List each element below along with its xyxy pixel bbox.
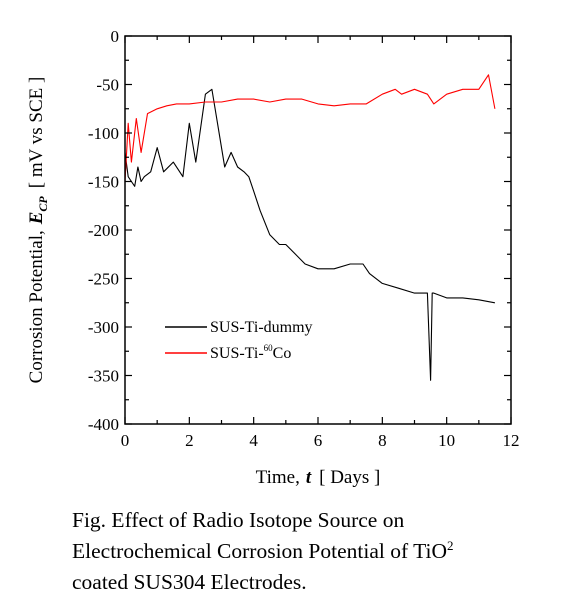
x-tick-label-4: 8 xyxy=(378,431,387,450)
y-tick-label-7: -350 xyxy=(88,367,119,386)
y-tick-label-4: -200 xyxy=(88,221,119,240)
x-tick-label-2: 4 xyxy=(249,431,258,450)
y-axis-title-unit: [ mV vs SCE ] xyxy=(26,77,47,189)
series-line-0 xyxy=(124,88,496,381)
y-axis-title-symbol: E xyxy=(26,212,47,226)
y-tick-label-2: -100 xyxy=(88,124,119,143)
legend-label-co60-prefix: SUS-Ti- xyxy=(210,345,264,362)
y-tick-label-1: -50 xyxy=(96,76,119,95)
x-tick-label-1: 2 xyxy=(185,431,194,450)
y-tick-label-6: -300 xyxy=(88,318,119,337)
x-axis-title-symbol: t xyxy=(306,467,312,488)
caption-line-3: coated SUS304 Electrodes. xyxy=(72,570,307,594)
y-axis-title-main: Corrosion Potential, xyxy=(26,230,47,383)
legend-label-dummy: SUS-Ti-dummy xyxy=(210,319,313,336)
x-axis-title-unit: [ Days ] xyxy=(319,467,380,488)
y-tick-label-0: 0 xyxy=(111,27,120,46)
y-tick-label-8: -400 xyxy=(88,415,119,434)
y-tick-label-3: -150 xyxy=(88,173,119,192)
caption-line-1: Fig. Effect of Radio Isotope Source on xyxy=(72,508,405,532)
x-axis-title: Time, t [ Days ] xyxy=(256,467,381,488)
figure-caption: Fig. Effect of Radio Isotope Source on E… xyxy=(72,505,552,598)
x-tick-label-6: 12 xyxy=(503,431,520,450)
plot-frame xyxy=(124,35,512,425)
series-line-1 xyxy=(124,74,496,182)
tick-layer: 0 2 4 6 8 10 12 0 -50 -100 -150 -200 -250 -300 -350 -40… xyxy=(88,27,520,450)
y-axis-title-subscript: CP xyxy=(36,196,50,212)
y-axis-title: Corrosion Potential, ECP [ mV vs SCE ] xyxy=(26,77,50,384)
caption-line-2-text: Electrochemical Corrosion Potential of T… xyxy=(72,539,448,563)
caption-line-2: Electrochemical Corrosion Potential of T… xyxy=(72,536,552,567)
x-axis-title-main: Time, xyxy=(256,467,300,488)
legend-label-co60-suffix: Co xyxy=(273,345,292,362)
y-tick-label-5: -250 xyxy=(88,270,119,289)
legend-label-co60-sup: 60 xyxy=(264,343,274,353)
x-tick-label-0: 0 xyxy=(121,431,130,450)
x-tick-label-3: 6 xyxy=(314,431,323,450)
series-layer xyxy=(124,74,496,381)
legend: SUS-Ti-dummy SUS-Ti-60Co xyxy=(165,319,313,362)
legend-label-co60: SUS-Ti-60Co xyxy=(210,343,291,362)
corrosion-potential-chart: 0 2 4 6 8 10 12 0 -50 -100 -150 -200 -250 -300 -350 -40… xyxy=(26,27,520,488)
caption-line-2-sup: 2 xyxy=(447,538,454,553)
x-tick-label-5: 10 xyxy=(438,431,455,450)
